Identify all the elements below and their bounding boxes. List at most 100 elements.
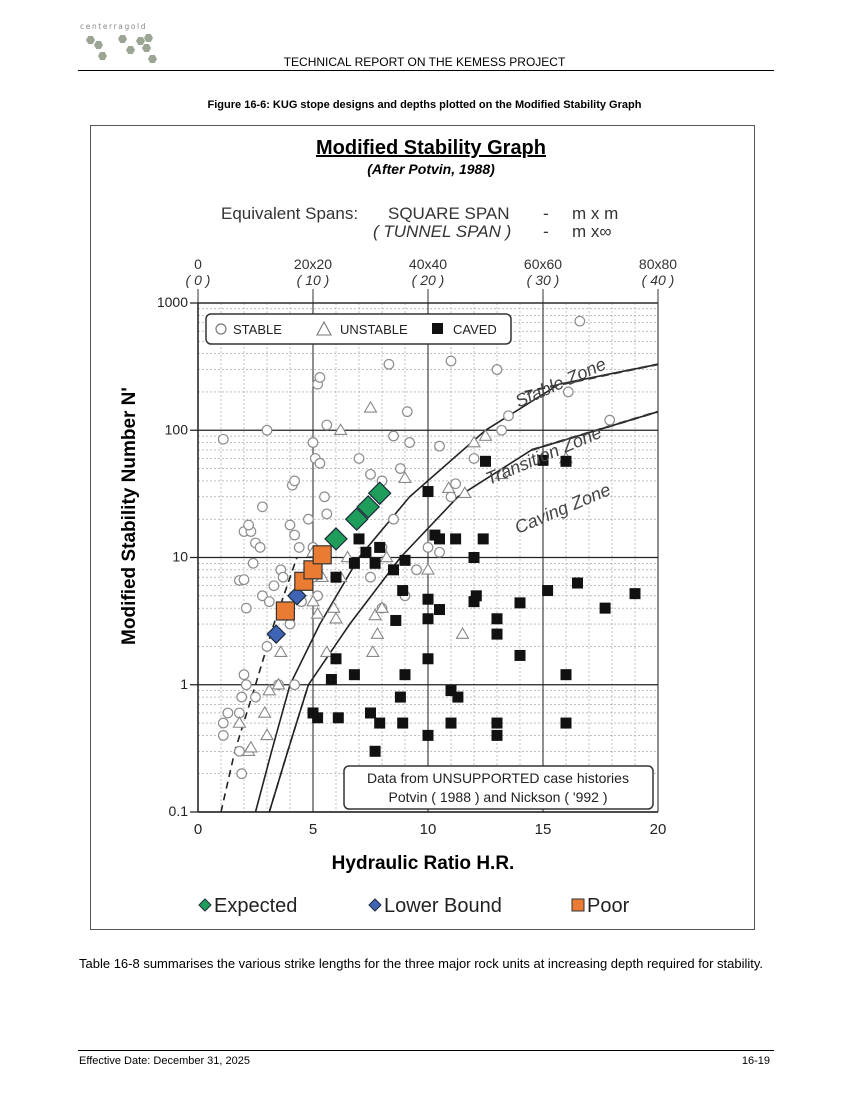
- note-line: Data from UNSUPPORTED case histories: [367, 770, 629, 786]
- stable-point: [250, 691, 261, 703]
- legend-expected-marker: [198, 898, 212, 912]
- zone-boundaries: [220, 363, 659, 813]
- unstable-point: [379, 550, 394, 563]
- y-tick-label: 100: [165, 421, 189, 437]
- company-logo: centerragold: [80, 22, 170, 66]
- caved-point: [480, 455, 491, 467]
- caved-point: [348, 669, 360, 681]
- stable-point: [491, 364, 503, 375]
- top-tick-label: 0: [194, 256, 202, 272]
- caved-point: [599, 602, 611, 614]
- logo-hex: [144, 34, 153, 42]
- stable-point: [319, 491, 330, 503]
- body-paragraph: Table 16-8 summarises the various strike…: [79, 956, 764, 971]
- stable-point: [236, 768, 248, 780]
- figure-caption: Figure 16-6: KUG stope designs and depth…: [207, 99, 642, 111]
- caved-point: [369, 745, 381, 757]
- caved-point: [560, 717, 572, 729]
- caved-point: [470, 590, 482, 602]
- stable-point: [434, 546, 445, 558]
- stable-point: [240, 679, 252, 691]
- top-tick-label: 40x40: [409, 256, 447, 272]
- top-tick-sublabel: ( 10 ): [297, 272, 330, 288]
- chart-legend: STABLE UNSTABLE CAVED: [205, 313, 512, 345]
- chart-subtitle: (After Potvin, 1988): [367, 161, 495, 177]
- stable-point: [434, 440, 445, 452]
- stable-point: [289, 529, 301, 541]
- x-tick-label: 15: [535, 821, 552, 838]
- caved-point: [514, 649, 526, 661]
- caving-boundary-dashed: [531, 410, 659, 452]
- stable-point: [604, 414, 616, 426]
- y-tick-label: 1000: [157, 294, 188, 310]
- unstable-point: [365, 645, 380, 658]
- caved-point: [399, 554, 411, 566]
- caved-point: [394, 691, 406, 703]
- stable-point: [284, 519, 296, 531]
- caved-point: [422, 729, 434, 741]
- unstable-point: [262, 683, 277, 696]
- unstable-point: [441, 481, 456, 494]
- stable-point: [422, 542, 434, 553]
- caved-point: [374, 717, 386, 729]
- legend-stable-label: STABLE: [233, 322, 282, 337]
- spans-unit-2: m x∞: [572, 222, 612, 241]
- stable-point: [321, 419, 333, 431]
- y-tick-label: 1: [180, 676, 188, 692]
- note-box: [343, 765, 654, 810]
- x-tick-label: 0: [194, 821, 202, 838]
- unstable-point: [319, 645, 334, 658]
- x-axis-label: Hydraulic Ratio H.R.: [332, 853, 515, 874]
- stable-point: [284, 618, 296, 630]
- design-legend-label: Poor: [587, 895, 630, 917]
- unstable-point: [421, 562, 435, 575]
- note-line: Potvin ( 1988 ) and Nickson ( '992 ): [388, 789, 607, 805]
- y-tick-label: 0.1: [169, 803, 189, 819]
- stable-point: [388, 430, 399, 442]
- stable-point: [261, 424, 273, 436]
- unstable-point: [333, 423, 348, 436]
- unstable-point: [363, 400, 378, 413]
- stable-point: [261, 641, 273, 652]
- expected-point: [324, 527, 348, 551]
- top-tick-sublabel: ( 0 ): [186, 272, 211, 288]
- x-tick-label: 20: [650, 821, 667, 838]
- stable-point: [289, 475, 301, 487]
- caved-point: [468, 552, 480, 563]
- stable-point: [238, 574, 250, 586]
- caved-point: [491, 613, 503, 625]
- stable-point: [365, 571, 376, 583]
- legend-caved-marker: [432, 323, 443, 334]
- stable-point: [411, 564, 422, 576]
- poor-point: [275, 601, 295, 621]
- top-tick-sublabel: ( 20 ): [412, 272, 445, 288]
- unstable-point: [494, 467, 509, 480]
- stable-point: [445, 491, 457, 503]
- data-source-note: Data from UNSUPPORTED case histories Potv…: [343, 765, 654, 810]
- unstable-point: [310, 606, 325, 619]
- logo-hex: [98, 52, 107, 60]
- spans-square: SQUARE SPAN: [388, 204, 510, 223]
- caved-point: [491, 717, 503, 729]
- poor-point: [312, 545, 332, 565]
- caved-point: [491, 729, 503, 741]
- logo-hex: [126, 46, 135, 54]
- stable-point: [450, 478, 462, 490]
- stable-point: [404, 437, 416, 448]
- legend-box: [205, 313, 512, 345]
- top-tick-label: 80x80: [639, 256, 677, 272]
- figure-frame: 0 5 10 15 20 0.1 1 10 100 1000 0( 0 ) 20x20( 10 ) 40…: [90, 125, 755, 930]
- top-tick-sublabel: ( 40 ): [642, 272, 675, 288]
- caved-point: [468, 596, 480, 608]
- top-tick-sublabel: ( 30 ): [527, 272, 560, 288]
- expected-point: [356, 495, 381, 519]
- caved-point: [353, 533, 365, 545]
- caved-point: [330, 571, 342, 583]
- design-legend-label: Lower Bound: [384, 895, 502, 917]
- y-axis-label: Modified Stability Number N': [119, 387, 140, 645]
- caved-point: [374, 541, 386, 553]
- caved-point: [312, 712, 324, 724]
- top-tick-label: 60x60: [524, 256, 562, 272]
- x-tick-label: 5: [309, 821, 317, 838]
- unstable-point: [370, 627, 385, 639]
